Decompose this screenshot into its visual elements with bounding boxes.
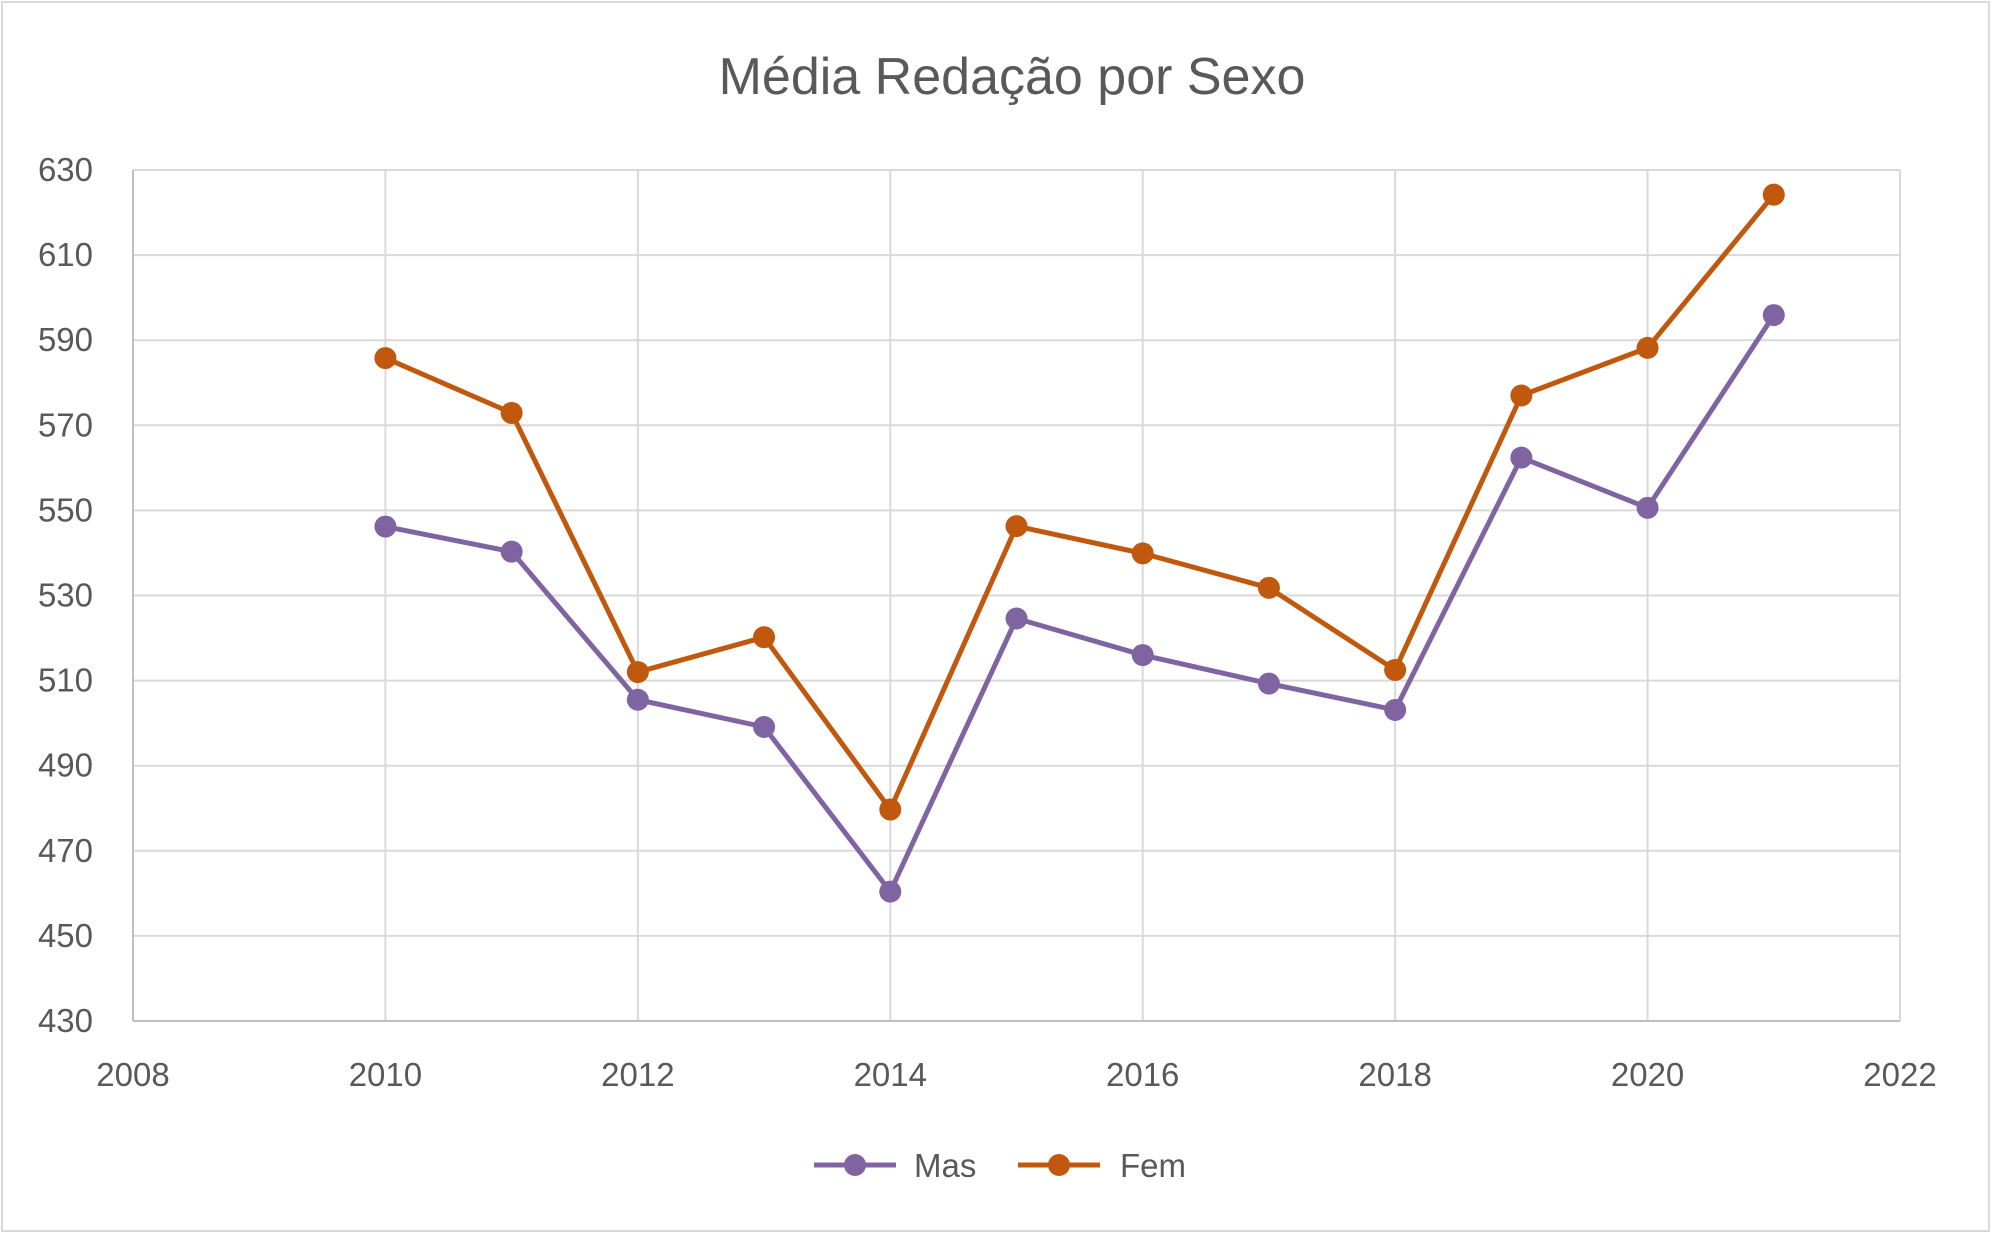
y-tick-label: 510 <box>38 662 93 699</box>
legend-marker-fem <box>1048 1154 1070 1176</box>
data-point-fem <box>1257 576 1280 599</box>
y-tick-label: 470 <box>38 832 93 869</box>
y-tick-label: 430 <box>38 1002 93 1039</box>
data-point-mas <box>374 515 397 538</box>
y-axis-ticks: 430 450 470 490 510 530 550 570 590 610 630 <box>38 151 93 1039</box>
grid-lines <box>133 169 1901 1021</box>
data-point-mas <box>626 688 649 711</box>
data-point-mas <box>753 715 776 738</box>
series-line-fem <box>384 193 1776 813</box>
y-tick-label: 550 <box>38 491 93 528</box>
data-point-fem <box>626 661 649 684</box>
series-layer <box>374 183 1785 903</box>
data-point-mas <box>1257 672 1280 695</box>
data-point-mas <box>1131 644 1154 667</box>
x-tick-label: 2010 <box>349 1056 422 1093</box>
legend-label-fem: Fem <box>1120 1147 1186 1184</box>
x-tick-label: 2018 <box>1358 1056 1431 1093</box>
y-tick-label: 530 <box>38 577 93 614</box>
data-point-fem <box>1762 183 1785 206</box>
data-point-fem <box>1510 384 1533 407</box>
data-point-fem <box>1636 336 1659 359</box>
data-point-mas <box>1384 698 1407 721</box>
data-point-fem <box>1131 542 1154 565</box>
legend-marker-mas <box>844 1154 866 1176</box>
y-tick-label: 490 <box>38 747 93 784</box>
y-tick-label: 630 <box>38 151 93 188</box>
data-point-fem <box>374 347 397 370</box>
x-axis-ticks: 2008 2010 2012 2014 2016 2018 2020 2022 <box>96 1056 1936 1093</box>
data-point-mas <box>1510 446 1533 469</box>
x-tick-label: 2016 <box>1106 1056 1179 1093</box>
x-tick-label: 2008 <box>96 1056 169 1093</box>
x-tick-label: 2012 <box>601 1056 674 1093</box>
data-point-mas <box>1762 304 1785 327</box>
data-point-mas <box>1636 496 1659 519</box>
legend-label-mas: Mas <box>914 1147 976 1184</box>
y-tick-label: 570 <box>38 406 93 443</box>
data-point-fem <box>1005 515 1028 538</box>
chart-title: Média Redação por Sexo <box>719 48 1306 106</box>
axes <box>132 170 1900 1022</box>
data-point-mas <box>879 880 902 903</box>
y-tick-label: 610 <box>38 236 93 273</box>
x-tick-label: 2020 <box>1611 1056 1684 1093</box>
data-point-fem <box>500 401 523 424</box>
data-point-fem <box>753 626 776 649</box>
data-point-fem <box>1384 658 1407 681</box>
data-point-fem <box>879 798 902 821</box>
y-tick-label: 590 <box>38 321 93 358</box>
y-tick-label: 450 <box>38 917 93 954</box>
data-point-mas <box>500 540 523 563</box>
data-point-mas <box>1005 607 1028 630</box>
legend: Mas Fem <box>814 1147 1186 1184</box>
series-line-mas <box>384 313 1776 895</box>
x-tick-label: 2022 <box>1863 1056 1936 1093</box>
x-tick-label: 2014 <box>854 1056 927 1093</box>
